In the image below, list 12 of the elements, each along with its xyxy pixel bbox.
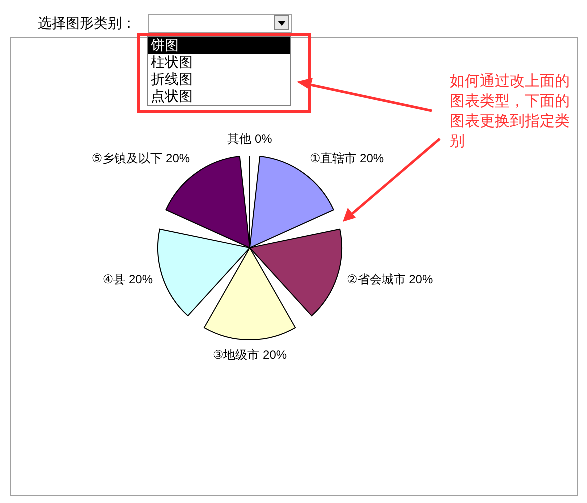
text: 点状图 — [150, 88, 194, 105]
slice-label: ②省会城市 20% — [347, 272, 434, 287]
text: 如何通过改上面的图表类型，下面的图表更换到指定类别 — [450, 72, 571, 152]
slice-label: ④县 20% — [102, 272, 154, 287]
slice-label: ①直辖市 20% — [310, 151, 384, 166]
category-label: 其他 0% — [228, 132, 272, 146]
text: 折线图 — [150, 71, 194, 88]
slice-label: ③地级市 20% — [212, 348, 288, 362]
text: 选择图形类别： — [38, 15, 136, 33]
text: 柱状图 — [150, 54, 194, 71]
slice-label: ⑤乡镇及以下 20% — [92, 151, 190, 166]
text: 饼图 — [148, 37, 290, 54]
